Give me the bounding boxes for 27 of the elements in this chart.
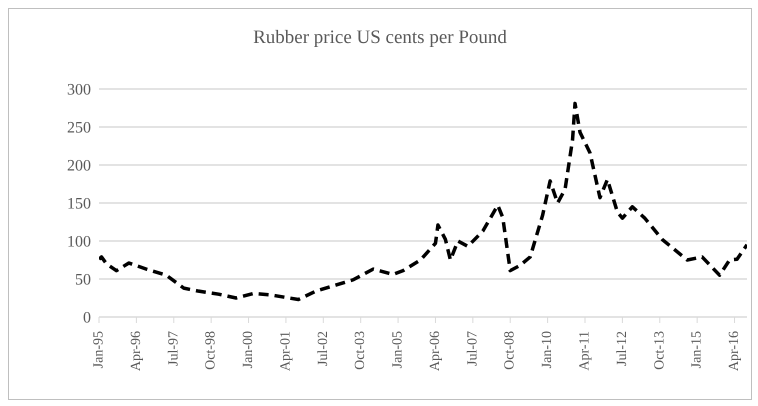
x-tick-label: Jan-05 xyxy=(390,331,406,368)
x-tick-label: Apr-01 xyxy=(278,331,294,372)
line-series xyxy=(99,102,747,302)
y-tick-label: 100 xyxy=(67,234,91,251)
y-tick-label: 200 xyxy=(67,158,91,175)
x-tick-label: Jan-10 xyxy=(540,331,556,368)
y-tick-label: 250 xyxy=(67,120,91,137)
chart-title: Rubber price US cents per Pound xyxy=(252,27,508,49)
x-tick-label: Oct-13 xyxy=(652,331,668,370)
x-tick-label: Jul-07 xyxy=(465,331,480,366)
x-tick-label: Oct-03 xyxy=(353,331,368,370)
x-tick-label: Apr-06 xyxy=(428,331,443,372)
y-tick-label: 150 xyxy=(67,196,91,213)
x-tick-label: Jan-00 xyxy=(241,331,256,368)
x-tick-label: Jul-02 xyxy=(316,331,331,366)
x-tick-label: Apr-11 xyxy=(578,331,592,371)
x-tick-label: Apr-96 xyxy=(128,331,144,372)
x-tick-label: Oct-08 xyxy=(502,331,518,370)
x-tick-label: Oct-98 xyxy=(204,331,219,370)
x-tick-label: Jan-15 xyxy=(690,331,705,368)
y-tick-label: 50 xyxy=(75,272,91,289)
y-tick-label: 0 xyxy=(83,310,91,327)
x-tick-label: Jan-95 xyxy=(92,331,106,368)
x-tick-label: Jul-12 xyxy=(614,331,630,366)
x-tick-label: Apr-16 xyxy=(727,331,742,372)
y-tick-label: 300 xyxy=(67,82,91,99)
x-tick-label: Jul-97 xyxy=(166,331,182,366)
